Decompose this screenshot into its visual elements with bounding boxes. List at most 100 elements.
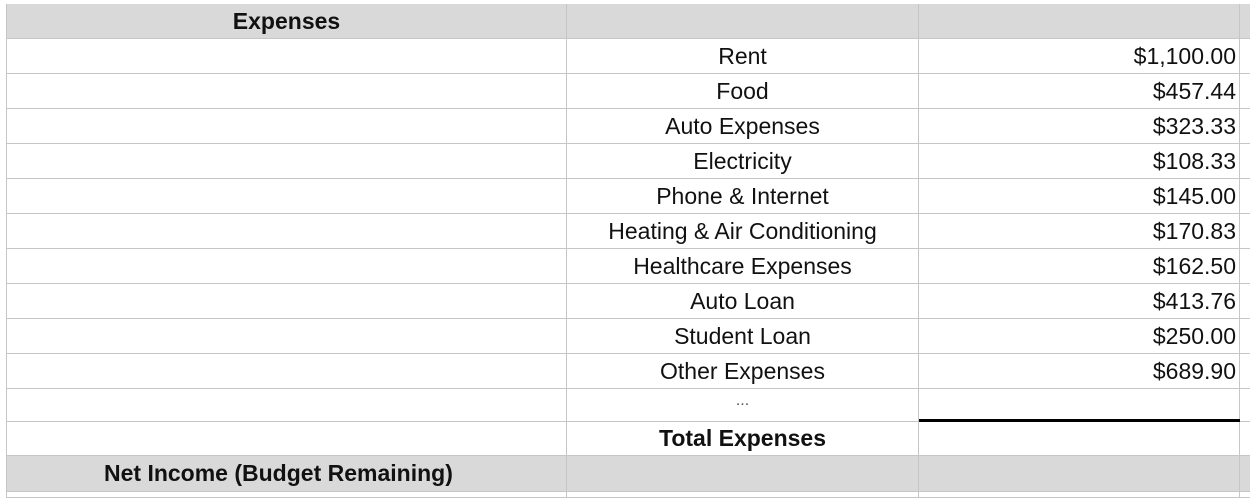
empty-cell[interactable] bbox=[6, 179, 567, 214]
expense-label: Auto Expenses bbox=[665, 112, 820, 139]
expense-amount: $170.83 bbox=[1152, 217, 1236, 244]
net-income-row: Net Income (Budget Remaining) bbox=[0, 456, 1250, 492]
expense-label-cell[interactable]: Phone & Internet bbox=[567, 179, 919, 214]
empty-cell[interactable] bbox=[1240, 284, 1250, 319]
net-income-label-cell[interactable]: Net Income (Budget Remaining) bbox=[6, 456, 567, 492]
expense-label: Food bbox=[716, 77, 769, 104]
net-income-label: Net Income (Budget Remaining) bbox=[104, 460, 453, 486]
empty-cell[interactable] bbox=[1240, 492, 1250, 498]
table-row bbox=[0, 492, 1250, 498]
empty-cell[interactable] bbox=[1240, 214, 1250, 249]
total-row: Total Expenses bbox=[0, 422, 1250, 456]
table-row: Electricity $108.33 bbox=[0, 144, 1250, 179]
empty-cell[interactable] bbox=[919, 492, 1240, 498]
header-cell-d[interactable] bbox=[1240, 4, 1250, 39]
net-income-cell-c[interactable] bbox=[919, 456, 1240, 492]
table-row: Auto Loan $413.76 bbox=[0, 284, 1250, 319]
expense-label-cell[interactable]: Auto Loan bbox=[567, 284, 919, 319]
expense-label: Rent bbox=[718, 42, 767, 69]
expense-label-cell[interactable]: Other Expenses bbox=[567, 354, 919, 389]
expense-label: Auto Loan bbox=[690, 287, 795, 314]
expense-amount: $457.44 bbox=[1152, 77, 1236, 104]
expense-amount-cell[interactable]: $1,100.00 bbox=[919, 39, 1240, 74]
expense-amount-cell[interactable]: $689.90 bbox=[919, 354, 1240, 389]
table-row: Other Expenses $689.90 bbox=[0, 354, 1250, 389]
empty-cell[interactable] bbox=[1240, 319, 1250, 354]
expense-amount: $162.50 bbox=[1152, 252, 1236, 279]
table-row: Heating & Air Conditioning $170.83 bbox=[0, 214, 1250, 249]
ellipsis-text: ... bbox=[735, 392, 750, 409]
net-income-cell-d[interactable] bbox=[1240, 456, 1250, 492]
total-expenses-label: Total Expenses bbox=[658, 425, 827, 451]
empty-cell[interactable] bbox=[1240, 39, 1250, 74]
empty-cell[interactable] bbox=[6, 422, 567, 456]
expense-amount: $108.33 bbox=[1152, 147, 1236, 174]
expense-label: Healthcare Expenses bbox=[633, 252, 852, 279]
expense-amount: $413.76 bbox=[1152, 287, 1236, 314]
table-row: Rent $1,100.00 bbox=[0, 39, 1250, 74]
table-row: Healthcare Expenses $162.50 bbox=[0, 249, 1250, 284]
expense-amount: $1,100.00 bbox=[1133, 42, 1236, 69]
expense-label-cell[interactable]: Food bbox=[567, 74, 919, 109]
expense-amount-cell[interactable]: $108.33 bbox=[919, 144, 1240, 179]
empty-cell[interactable] bbox=[6, 144, 567, 179]
table-row: Food $457.44 bbox=[0, 74, 1250, 109]
section-header-cell[interactable]: Expenses bbox=[6, 4, 567, 39]
expense-amount: $145.00 bbox=[1152, 182, 1236, 209]
table-row: Auto Expenses $323.33 bbox=[0, 109, 1250, 144]
header-cell-c[interactable] bbox=[919, 4, 1240, 39]
expense-amount: $689.90 bbox=[1152, 357, 1236, 384]
expense-label-cell[interactable]: Rent bbox=[567, 39, 919, 74]
empty-cell[interactable] bbox=[1240, 249, 1250, 284]
empty-cell[interactable] bbox=[6, 214, 567, 249]
empty-cell[interactable] bbox=[1240, 179, 1250, 214]
empty-cell[interactable] bbox=[1240, 74, 1250, 109]
empty-cell[interactable] bbox=[6, 319, 567, 354]
expense-amount-cell[interactable]: $170.83 bbox=[919, 214, 1240, 249]
expense-amount: $323.33 bbox=[1152, 112, 1236, 139]
total-border-line bbox=[919, 419, 1240, 422]
expense-label: Student Loan bbox=[674, 322, 811, 349]
net-income-cell-b[interactable] bbox=[567, 456, 919, 492]
expense-amount-cell[interactable]: $323.33 bbox=[919, 109, 1240, 144]
table-row: Phone & Internet $145.00 bbox=[0, 179, 1250, 214]
empty-cell[interactable] bbox=[6, 389, 567, 422]
expense-label: Phone & Internet bbox=[656, 182, 829, 209]
expense-amount-cell[interactable]: $250.00 bbox=[919, 319, 1240, 354]
empty-cell[interactable] bbox=[6, 109, 567, 144]
empty-cell[interactable] bbox=[6, 74, 567, 109]
ellipsis-cell[interactable]: ... bbox=[567, 389, 919, 422]
empty-cell[interactable] bbox=[567, 492, 919, 498]
empty-cell[interactable] bbox=[6, 492, 567, 498]
header-cell-b[interactable] bbox=[567, 4, 919, 39]
empty-cell[interactable] bbox=[6, 284, 567, 319]
empty-cell[interactable] bbox=[1240, 144, 1250, 179]
expense-amount-cell[interactable]: $457.44 bbox=[919, 74, 1240, 109]
empty-cell[interactable] bbox=[1240, 354, 1250, 389]
ellipsis-row: ... bbox=[0, 389, 1250, 422]
expense-label: Other Expenses bbox=[660, 357, 825, 384]
expense-label-cell[interactable]: Heating & Air Conditioning bbox=[567, 214, 919, 249]
expense-label-cell[interactable]: Auto Expenses bbox=[567, 109, 919, 144]
expense-label-cell[interactable]: Healthcare Expenses bbox=[567, 249, 919, 284]
expense-amount-cell[interactable]: $162.50 bbox=[919, 249, 1240, 284]
header-row: Expenses bbox=[0, 4, 1250, 39]
empty-cell[interactable] bbox=[1240, 109, 1250, 144]
empty-cell[interactable] bbox=[1240, 389, 1250, 422]
empty-cell[interactable] bbox=[6, 39, 567, 74]
total-amount-cell[interactable] bbox=[919, 422, 1240, 456]
expense-label: Electricity bbox=[693, 147, 792, 174]
expense-amount-cell[interactable]: $145.00 bbox=[919, 179, 1240, 214]
expense-amount-cell[interactable]: $413.76 bbox=[919, 284, 1240, 319]
empty-cell[interactable] bbox=[1240, 422, 1250, 456]
table-row: Student Loan $250.00 bbox=[0, 319, 1250, 354]
empty-cell[interactable] bbox=[6, 354, 567, 389]
total-label-cell[interactable]: Total Expenses bbox=[567, 422, 919, 456]
expense-amount: $250.00 bbox=[1152, 322, 1236, 349]
expense-label-cell[interactable]: Student Loan bbox=[567, 319, 919, 354]
expense-label-cell[interactable]: Electricity bbox=[567, 144, 919, 179]
empty-cell[interactable] bbox=[6, 249, 567, 284]
empty-cell[interactable] bbox=[919, 389, 1240, 422]
section-header-label: Expenses bbox=[232, 7, 341, 34]
